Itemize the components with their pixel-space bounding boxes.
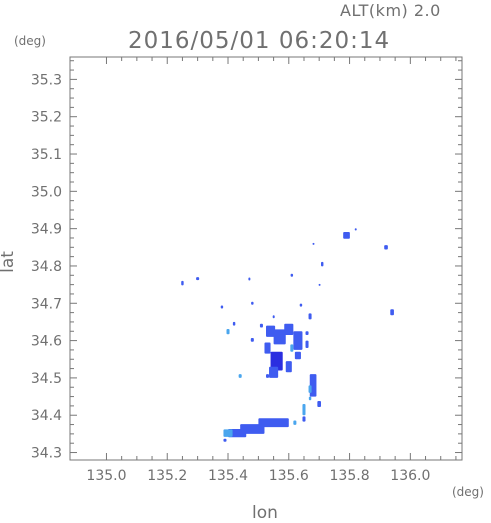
altitude-label: ALT(km) 2.0 xyxy=(340,1,441,20)
y-tick-label: 34.4 xyxy=(31,408,62,424)
y-tick-label: 35.2 xyxy=(31,110,62,126)
echo-cell xyxy=(384,245,388,250)
echo-cell xyxy=(248,277,251,281)
echo-cell xyxy=(312,242,315,245)
echo-cell xyxy=(299,303,303,307)
echo-cell xyxy=(259,323,263,328)
echo-cell xyxy=(290,273,294,277)
echo-cell xyxy=(266,325,276,337)
echo-cell xyxy=(238,374,242,378)
y-tick-label: 34.9 xyxy=(31,222,62,238)
echo-cell xyxy=(251,301,254,305)
echo-cell xyxy=(293,331,303,350)
echo-cell xyxy=(321,261,324,267)
y-tick-label: 34.6 xyxy=(31,334,62,350)
echo-cell xyxy=(302,416,306,422)
echo-cell xyxy=(317,401,322,408)
echo-cell xyxy=(305,340,309,349)
x-tick-label: 135.6 xyxy=(269,468,309,484)
echo-cell xyxy=(258,418,289,428)
echo-cell xyxy=(309,374,317,397)
x-tick-label: 136.0 xyxy=(390,468,430,484)
echo-cell xyxy=(250,337,254,342)
x-tick-label: 135.4 xyxy=(208,468,248,484)
echo-cell xyxy=(223,438,227,442)
x-tick-label: 135.0 xyxy=(86,468,126,484)
echo-cell xyxy=(284,323,294,335)
echo-cell xyxy=(305,331,309,335)
echo-cell xyxy=(302,404,306,416)
x-axis-label: lon xyxy=(252,503,278,523)
echo-cell xyxy=(354,228,357,231)
echo-cell xyxy=(273,329,286,345)
x-unit-label: (deg) xyxy=(452,485,484,499)
echo-cell xyxy=(308,396,312,401)
echo-cell xyxy=(270,351,283,371)
y-tick-label: 34.5 xyxy=(31,371,62,387)
y-tick-label: 35.1 xyxy=(31,147,62,163)
x-tick-label: 135.2 xyxy=(147,468,187,484)
y-tick-label: 35.0 xyxy=(31,184,62,200)
echo-cell xyxy=(294,351,301,360)
axis-ticks: 135.0 135.2 135.4 135.6 135.8 136.0 34.3 34.4 34… xyxy=(31,57,462,484)
y-tick-label: 34.8 xyxy=(31,259,62,275)
echo-cell xyxy=(318,283,321,286)
timestamp-title: 2016/05/01 06:20:14 xyxy=(128,28,391,54)
echo-cell xyxy=(272,315,275,319)
y-unit-label: (deg) xyxy=(14,34,46,48)
echo-cell xyxy=(308,385,312,393)
echo-cells xyxy=(181,228,394,442)
echo-cell xyxy=(196,277,200,281)
echo-cell xyxy=(181,280,184,286)
plot-frame xyxy=(69,56,463,461)
y-tick-label: 34.3 xyxy=(31,446,62,462)
echo-cell xyxy=(232,321,236,326)
echo-cell xyxy=(269,366,279,378)
x-tick-label: 135.8 xyxy=(330,468,370,484)
echo-cell xyxy=(220,305,224,309)
echo-cell xyxy=(290,344,294,352)
echo-cell xyxy=(226,329,230,335)
y-tick-label: 35.3 xyxy=(31,72,62,88)
y-tick-label: 34.7 xyxy=(31,296,62,312)
echo-cell xyxy=(285,361,292,373)
echo-cell xyxy=(343,232,350,239)
echo-cell xyxy=(264,342,271,354)
echo-cell xyxy=(223,429,233,437)
echo-cell xyxy=(266,374,270,378)
echo-cell xyxy=(293,420,297,425)
echo-cell xyxy=(390,309,394,316)
echo-cell xyxy=(308,313,312,320)
